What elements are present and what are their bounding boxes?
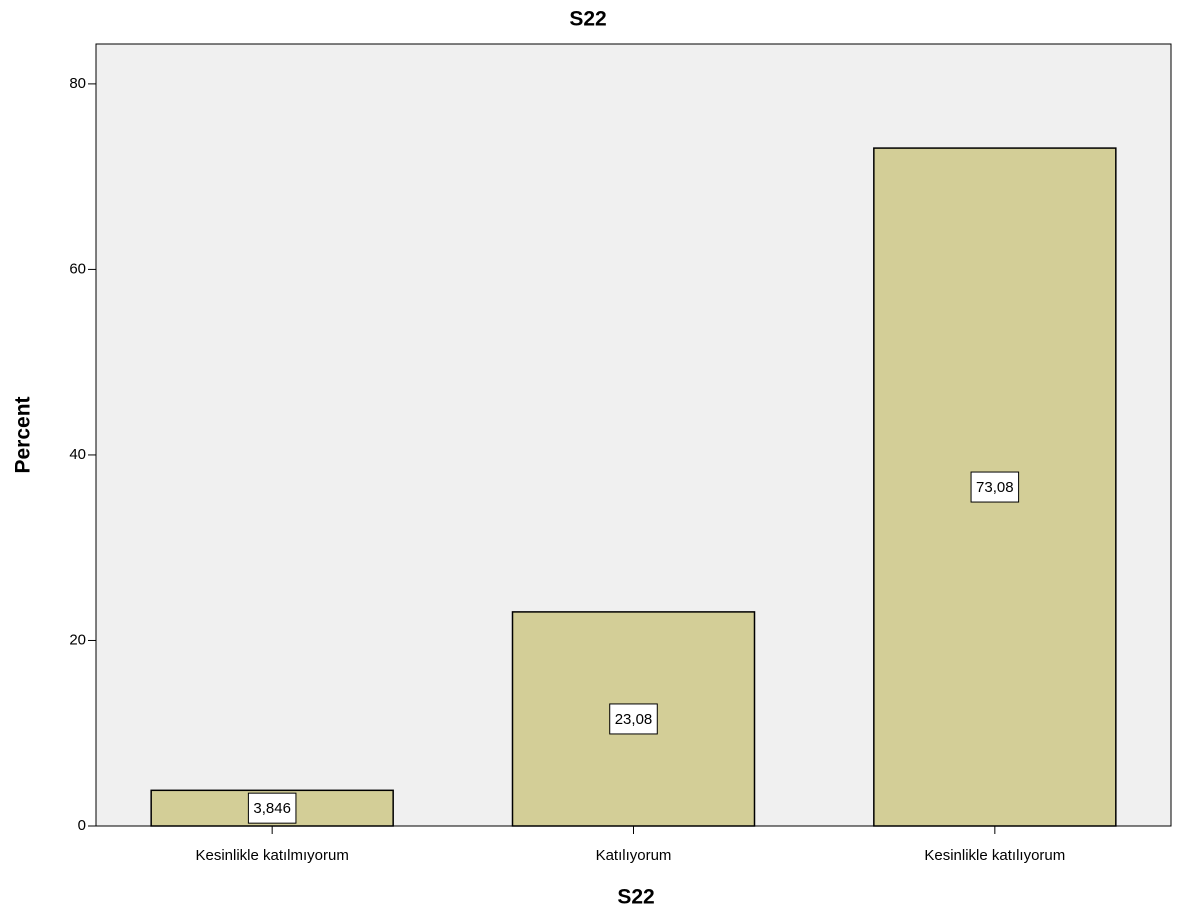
value-label: 73,08 [976, 479, 1014, 496]
value-label-box [609, 703, 658, 735]
y-tick-label: 20 [69, 631, 86, 648]
y-tick-label: 60 [69, 260, 86, 277]
y-axis-label: Percent [12, 396, 35, 473]
x-tick-label: Kesinlikle katılmıyorum [195, 847, 348, 864]
y-tick-label: 80 [69, 75, 86, 92]
value-label: 23,08 [615, 711, 653, 728]
x-tick-label: Katılıyorum [596, 847, 672, 864]
y-tick-label: 40 [69, 446, 86, 463]
value-label-box [970, 471, 1020, 503]
y-tick-label: 0 [78, 817, 86, 834]
value-label-box [247, 792, 297, 824]
chart-title: S22 [569, 8, 606, 31]
x-tick-label: Kesinlikle katılıyorum [924, 847, 1065, 864]
value-label: 3,846 [253, 800, 291, 817]
x-axis-label: S22 [617, 886, 654, 909]
